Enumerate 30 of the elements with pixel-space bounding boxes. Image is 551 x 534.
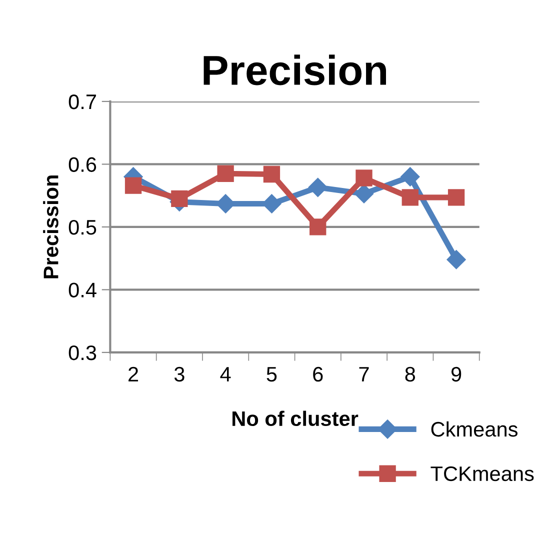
legend-label: TCKmeans — [430, 466, 534, 482]
x-tick-label: 4 — [220, 367, 231, 382]
y-tick-label: 0.6 — [68, 157, 96, 172]
y-tick-label: 0.4 — [68, 282, 96, 298]
y-axis-title: Precission — [43, 176, 58, 278]
point — [171, 190, 188, 208]
point — [124, 177, 142, 194]
point — [448, 189, 465, 206]
point — [217, 165, 234, 182]
x-axis-title: No of cluster — [232, 410, 358, 426]
point — [402, 189, 418, 206]
point — [446, 250, 466, 270]
point — [354, 184, 374, 204]
point — [310, 218, 326, 236]
x-tick-label: 2 — [128, 366, 138, 382]
x-tick-label: 7 — [359, 367, 369, 382]
chart-title: Precision — [204, 54, 386, 86]
x-tick-label: 3 — [174, 366, 184, 382]
legend-label: Ckmeans — [431, 421, 518, 437]
y-tick-label: 0.5 — [68, 220, 96, 235]
point — [400, 167, 420, 186]
x-tick-label: 8 — [405, 366, 416, 382]
x-tick-label: 6 — [313, 366, 323, 382]
x-tick-label: 5 — [266, 367, 277, 382]
point — [356, 170, 372, 186]
y-tick-label: 0.3 — [68, 345, 96, 360]
point — [308, 178, 328, 197]
point — [263, 166, 280, 183]
x-tick-label: 9 — [451, 366, 462, 382]
y-tick-label: 0.7 — [68, 94, 96, 110]
